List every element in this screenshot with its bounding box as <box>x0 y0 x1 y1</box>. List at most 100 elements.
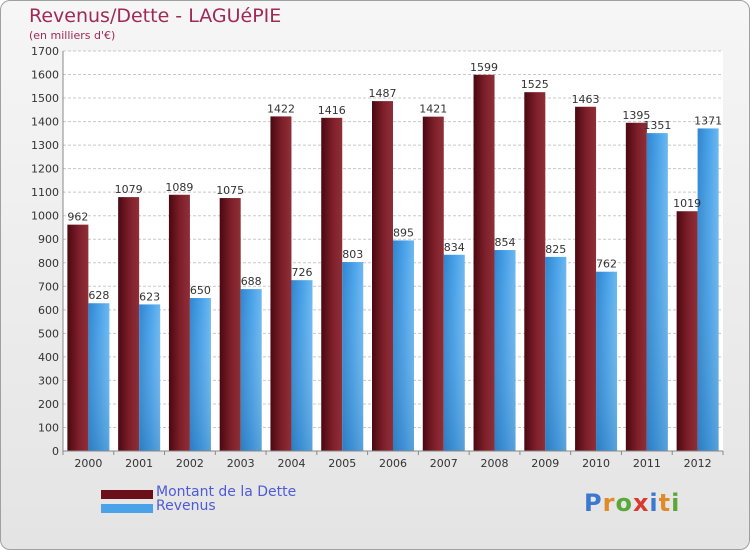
data-label-dette: 1395 <box>622 109 650 122</box>
data-label-dette: 1487 <box>369 87 397 100</box>
x-tick-label: 2012 <box>684 457 712 470</box>
bar-revenus-shade <box>291 280 313 451</box>
bar-dette <box>219 198 241 451</box>
bar-dette <box>67 224 89 451</box>
data-label-revenus: 726 <box>291 266 312 279</box>
logo-letter: t <box>658 489 672 517</box>
bar-dette <box>575 106 597 451</box>
data-label-dette: 1089 <box>165 181 193 194</box>
y-tick-label: 1400 <box>31 116 59 129</box>
bar-revenus-shade <box>697 128 719 451</box>
data-label-dette: 1079 <box>115 183 143 196</box>
data-label-dette: 1019 <box>673 197 701 210</box>
logo-letter: P <box>584 489 603 517</box>
bar-revenus-shade <box>342 262 364 451</box>
x-axis: 2000 2001 2002 2003 2004 2005 2006 2007 2008 2009… <box>62 450 724 470</box>
x-tick-label: 2003 <box>227 457 255 470</box>
bar-dette <box>676 211 698 451</box>
y-tick-label: 1000 <box>31 210 59 223</box>
logo-letter: r <box>602 489 616 517</box>
x-tick-label: 2010 <box>582 457 610 470</box>
bar-dette <box>168 194 190 451</box>
legend-label-debt: Montant de la Dette <box>156 484 297 500</box>
y-tick-label: 1300 <box>31 139 59 152</box>
x-tick-label: 2007 <box>430 457 458 470</box>
y-axis: 0 100 200 300 400 500 600 700 800 900 1000 1100 1200… <box>31 45 64 458</box>
proxiti-logo: Proxiti <box>584 489 680 517</box>
y-tick-label: 1100 <box>31 186 59 199</box>
data-label-dette: 1422 <box>267 102 295 115</box>
data-label-revenus: 650 <box>190 284 211 297</box>
y-tick-label: 200 <box>38 398 59 411</box>
data-label-revenus: 895 <box>393 226 414 239</box>
x-tick-label: 2005 <box>328 457 356 470</box>
bar-revenus-shade <box>240 289 262 451</box>
y-tick-label: 1700 <box>31 45 59 58</box>
x-tick-label: 2011 <box>633 457 661 470</box>
y-tick-label: 300 <box>38 374 59 387</box>
data-label-revenus: 628 <box>88 289 109 302</box>
bar-revenus-shade <box>545 256 567 451</box>
y-tick-label: 400 <box>38 351 59 364</box>
data-label-dette: 962 <box>67 211 88 224</box>
bar-dette <box>372 101 393 451</box>
bar-revenus-shade <box>88 303 110 451</box>
data-label-revenus: 834 <box>444 241 465 254</box>
y-tick-label: 100 <box>38 421 59 434</box>
chart-subtitle: (en milliers d'€) <box>29 29 116 42</box>
x-tick-label: 2002 <box>176 457 204 470</box>
x-tick-label: 2004 <box>277 457 305 470</box>
logo-letter: i <box>671 489 681 517</box>
bar-revenus-shade <box>189 298 211 451</box>
x-tick-label: 2000 <box>74 457 102 470</box>
legend: Montant de la Dette Revenus <box>101 484 361 515</box>
y-tick-label: 500 <box>38 327 59 340</box>
data-label-revenus: 803 <box>342 248 363 261</box>
legend-label-revenus: Revenus <box>156 498 216 514</box>
bars: 962 628 1079 623 1089 650 1075 688 1422 726 1416 80… <box>67 61 722 452</box>
y-tick-label: 1500 <box>31 92 59 105</box>
data-label-dette: 1075 <box>216 184 244 197</box>
legend-item-revenus: Revenus <box>101 498 361 515</box>
y-tick-label: 1600 <box>31 69 59 82</box>
bar-dette <box>118 197 140 451</box>
data-label-revenus: 1371 <box>694 114 722 127</box>
bar-revenus-shade <box>139 304 161 451</box>
bar-revenus-shade <box>646 133 668 451</box>
data-label-revenus: 688 <box>241 275 262 288</box>
x-tick-label: 2001 <box>125 457 153 470</box>
x-tick-label: 2006 <box>379 457 407 470</box>
bar-dette <box>422 116 444 451</box>
logo-letter: x <box>632 489 650 517</box>
y-tick-label: 600 <box>38 304 59 317</box>
bar-revenus-shade <box>596 271 618 451</box>
bar-revenus-shade <box>494 250 516 451</box>
data-label-dette: 1421 <box>419 103 447 116</box>
data-label-revenus: 762 <box>596 258 617 271</box>
data-label-dette: 1525 <box>521 78 549 91</box>
logo-letter: o <box>615 489 633 517</box>
y-tick-label: 0 <box>52 445 59 458</box>
data-label-revenus: 623 <box>139 290 160 303</box>
chart-title: Revenus/Dette - LAGUéPIE <box>29 5 282 27</box>
y-tick-label: 900 <box>38 233 59 246</box>
data-label-revenus: 1351 <box>643 119 671 132</box>
x-tick-label: 2009 <box>531 457 559 470</box>
data-label-dette: 1599 <box>470 61 498 74</box>
bar-dette <box>473 74 495 451</box>
bar-dette <box>524 92 546 452</box>
logo-letter: i <box>649 489 659 517</box>
legend-item-debt: Montant de la Dette <box>101 484 361 501</box>
legend-swatch-debt <box>101 490 153 499</box>
bar-dette <box>270 116 292 451</box>
x-tick-label: 2008 <box>481 457 509 470</box>
legend-swatch-revenus <box>101 504 153 513</box>
data-label-dette: 1463 <box>572 93 600 106</box>
bar-revenus-shade <box>443 254 465 451</box>
y-tick-label: 1200 <box>31 163 59 176</box>
bar-dette <box>321 117 343 451</box>
y-tick-label: 700 <box>38 280 59 293</box>
bar-dette <box>625 122 647 451</box>
